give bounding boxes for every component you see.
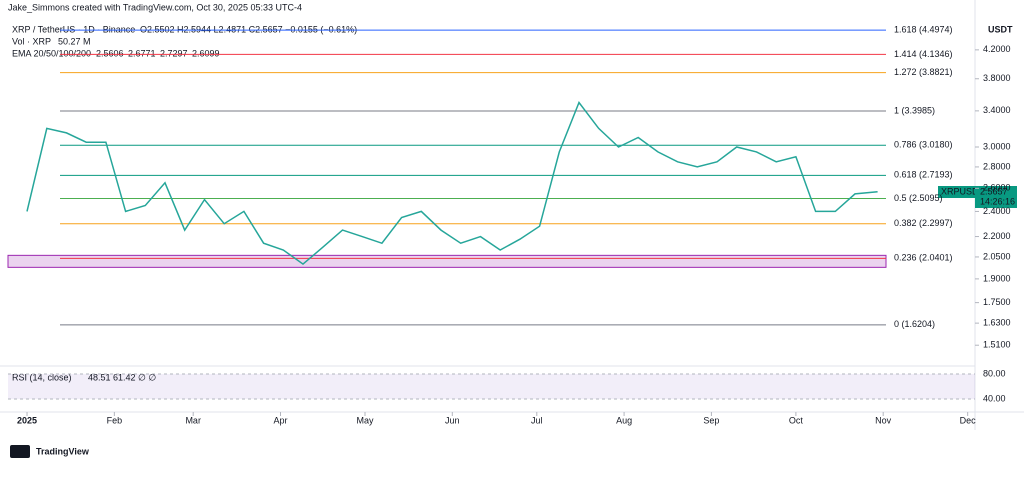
fib-label: 0.236 (2.0401) — [894, 253, 953, 263]
x-tick-label: Sep — [703, 415, 719, 425]
y-tick-label: 2.6000 — [983, 183, 1011, 193]
price-tag-bg — [975, 186, 1017, 208]
fib-label: 1 (3.3985) — [894, 105, 935, 115]
y-tick-label: 1.7500 — [983, 297, 1011, 307]
fib-label: 0.786 (3.0180) — [894, 140, 953, 150]
rsi-tick-label: 80.00 — [983, 368, 1006, 378]
y-tick-label: 4.2000 — [983, 44, 1011, 54]
fib-label: 0.5 (2.5095) — [894, 193, 943, 203]
price-tag-countdown: 14:26:16 — [980, 196, 1015, 206]
y-tick-label: 2.4000 — [983, 206, 1011, 216]
fib-label: 1.272 (3.8821) — [894, 67, 953, 77]
x-tick-label: May — [356, 415, 374, 425]
symbol: XRP / TetherUS · 1D · Binance — [12, 24, 135, 34]
vol-value: 50.27 M — [58, 36, 91, 46]
y-tick-label: 2.8000 — [983, 161, 1011, 171]
ohlc: O2.5502 H2.5944 L2.4871 C2.5657 −0.0155 … — [140, 24, 357, 34]
vol-label: Vol · XRP — [12, 36, 51, 46]
fib-label: 0 (1.6204) — [894, 319, 935, 329]
x-tick-label: Nov — [875, 415, 892, 425]
x-tick-label: Dec — [960, 415, 977, 425]
price-line — [26, 100, 878, 266]
y-tick-label: 3.0000 — [983, 141, 1011, 151]
y-tick-label: 1.9000 — [983, 273, 1011, 283]
x-tick-label: Jun — [445, 415, 460, 425]
x-tick-label: Feb — [107, 415, 123, 425]
footer-brand: TradingView — [36, 446, 90, 456]
fib-label: 1.414 (4.1346) — [894, 49, 953, 59]
logo-icon — [10, 445, 30, 458]
credit: Jake_Simmons created with TradingView.co… — [8, 2, 302, 12]
fib-label: 0.618 (2.7193) — [894, 170, 953, 180]
y-tick-label: 2.0500 — [983, 251, 1011, 261]
ema-value: 2.5606 — [96, 48, 124, 58]
x-tick-label: Oct — [789, 415, 804, 425]
y-tick-label: 1.5100 — [983, 340, 1011, 350]
rsi-band — [8, 374, 975, 399]
x-tick-label: Jul — [531, 415, 543, 425]
ema-value: 2.7297 — [160, 48, 188, 58]
ema-label: EMA 20/50/100/200 — [12, 48, 91, 58]
price-tag-symbol: XRPUSDT — [941, 186, 985, 196]
axis-unit: USDT — [988, 24, 1013, 34]
x-tick-label: Mar — [185, 415, 201, 425]
y-tick-label: 1.6300 — [983, 318, 1011, 328]
x-tick-label: 2025 — [17, 415, 37, 425]
x-tick-label: Aug — [616, 415, 632, 425]
fib-label: 0.382 (2.2997) — [894, 218, 953, 228]
fib-zone — [7, 254, 887, 268]
y-tick-label: 3.4000 — [983, 105, 1011, 115]
rsi-values: 48.51 61.42 ∅ ∅ — [88, 372, 156, 382]
rsi-tick-label: 40.00 — [983, 393, 1006, 403]
price-tag-symbol-bg — [938, 186, 975, 198]
x-tick-label: Apr — [273, 415, 287, 425]
ema-value: 2.6771 — [128, 48, 156, 58]
y-tick-label: 3.8000 — [983, 73, 1011, 83]
fib-label: 1.618 (4.4974) — [894, 24, 953, 34]
ema-value: 2.6099 — [192, 48, 220, 58]
rsi-label: RSI (14, close) — [12, 372, 72, 382]
y-tick-label: 2.2000 — [983, 231, 1011, 241]
price-tag-price: 2.5657 — [980, 186, 1008, 196]
